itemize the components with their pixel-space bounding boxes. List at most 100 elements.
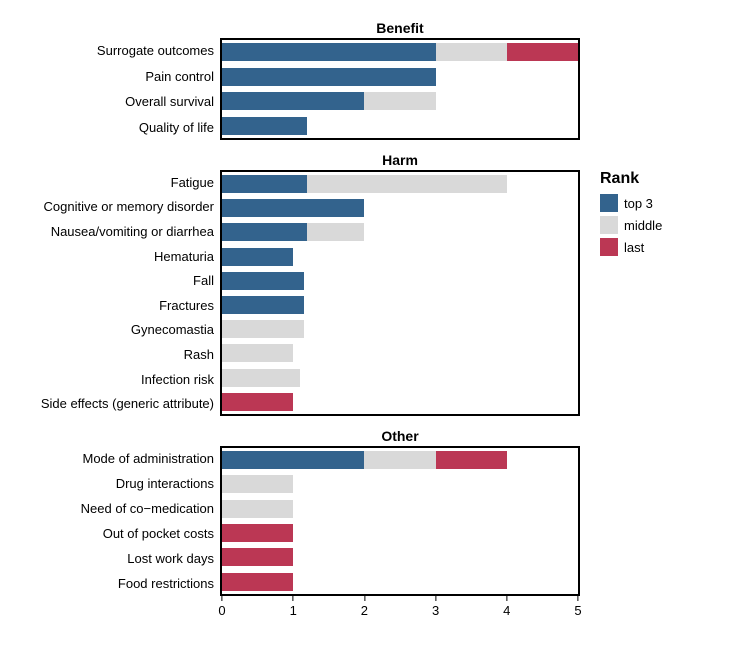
chart-container: BenefitSurrogate outcomes Pain control Ove… xyxy=(20,20,733,632)
y-axis-label: Food restrictions xyxy=(20,577,220,590)
x-tick-mark xyxy=(577,596,578,601)
bar-segment xyxy=(307,175,506,193)
x-tick-label: 2 xyxy=(361,603,368,618)
plot-area xyxy=(220,446,580,596)
bar-segment xyxy=(222,344,293,362)
x-tick-label: 1 xyxy=(290,603,297,618)
bar-row xyxy=(222,475,578,493)
legend-label: top 3 xyxy=(624,196,653,211)
panel: HarmFatigue Cognitive or memory disorder N… xyxy=(20,152,580,416)
bar-segment xyxy=(222,369,300,387)
panel-title: Harm xyxy=(220,152,580,168)
panel-title: Other xyxy=(220,428,580,444)
bar-row xyxy=(222,43,578,61)
bar-row xyxy=(222,500,578,518)
y-axis-label: Pain control xyxy=(20,70,220,83)
x-tick-label: 5 xyxy=(574,603,581,618)
bar-row xyxy=(222,272,578,290)
plot-area xyxy=(220,170,580,416)
plot-row: Mode of administrationDrug interactionsN… xyxy=(20,446,580,596)
y-axis-label: Out of pocket costs xyxy=(20,527,220,540)
legend-items: top 3 middle last xyxy=(600,194,662,256)
legend-swatch xyxy=(600,238,618,256)
y-axis-label: Infection risk xyxy=(20,373,220,386)
bar-segment xyxy=(222,548,293,566)
y-axis-labels: Fatigue Cognitive or memory disorder Nause… xyxy=(20,170,220,416)
bar-segment xyxy=(507,43,578,61)
x-tick-label: 3 xyxy=(432,603,439,618)
y-axis-label: Gynecomastia xyxy=(20,323,220,336)
y-axis-label: Quality of life xyxy=(20,121,220,134)
legend-swatch xyxy=(600,194,618,212)
bar-segment xyxy=(222,43,436,61)
x-tick-mark xyxy=(221,596,222,601)
bar-segment xyxy=(222,117,307,135)
x-tick-mark xyxy=(506,596,507,601)
bar-segment xyxy=(436,43,507,61)
bar-row xyxy=(222,393,578,411)
bar-segment xyxy=(222,272,304,290)
legend-title: Rank xyxy=(600,170,662,188)
x-tick: 1 xyxy=(290,596,297,618)
legend-item: middle xyxy=(600,216,662,234)
bar-row xyxy=(222,199,578,217)
legend-label: last xyxy=(624,240,644,255)
bar-segment xyxy=(436,451,507,469)
legend-item: top 3 xyxy=(600,194,662,212)
legend-label: middle xyxy=(624,218,662,233)
x-tick-mark xyxy=(435,596,436,601)
bar-segment xyxy=(222,199,364,217)
plot-row: Fatigue Cognitive or memory disorder Nause… xyxy=(20,170,580,416)
y-axis-label: Hematuria xyxy=(20,250,220,263)
y-axis-label: Side effects (generic attribute) xyxy=(20,397,220,410)
bars-container xyxy=(222,448,578,594)
bar-segment xyxy=(364,92,435,110)
x-tick: 0 xyxy=(218,596,225,618)
bar-segment xyxy=(222,500,293,518)
bar-row xyxy=(222,369,578,387)
x-tick: 2 xyxy=(361,596,368,618)
y-axis-label: Fractures xyxy=(20,299,220,312)
panel: BenefitSurrogate outcomes Pain control Ove… xyxy=(20,20,580,140)
bar-row xyxy=(222,296,578,314)
bar-row xyxy=(222,573,578,591)
x-tick-mark xyxy=(364,596,365,601)
bar-segment xyxy=(222,296,304,314)
y-axis-label: Nausea/vomiting or diarrhea xyxy=(20,225,220,238)
bar-segment xyxy=(222,175,307,193)
plot-area xyxy=(220,38,580,140)
bar-row xyxy=(222,68,578,86)
y-axis-label: Fatigue xyxy=(20,176,220,189)
legend-item: last xyxy=(600,238,662,256)
x-tick: 5 xyxy=(574,596,581,618)
bars-container xyxy=(222,172,578,414)
panel-title: Benefit xyxy=(220,20,580,36)
bar-segment xyxy=(222,451,364,469)
bar-row xyxy=(222,248,578,266)
bar-segment xyxy=(222,393,293,411)
y-axis-label: Mode of administration xyxy=(20,452,220,465)
bar-segment xyxy=(222,524,293,542)
y-axis-label: Fall xyxy=(20,274,220,287)
bar-row xyxy=(222,223,578,241)
y-axis-label: Drug interactions xyxy=(20,477,220,490)
bar-row xyxy=(222,117,578,135)
bar-row xyxy=(222,344,578,362)
bar-segment xyxy=(222,223,307,241)
x-axis: 0 1 2 3 4 5 xyxy=(220,596,580,620)
x-tick-mark xyxy=(293,596,294,601)
bar-segment xyxy=(307,223,364,241)
x-tick-label: 4 xyxy=(503,603,510,618)
panels-column: BenefitSurrogate outcomes Pain control Ove… xyxy=(20,20,580,632)
legend: Rank top 3 middle last xyxy=(600,170,662,260)
x-tick: 3 xyxy=(432,596,439,618)
y-axis-label: Surrogate outcomes xyxy=(20,44,220,57)
bar-segment xyxy=(222,92,364,110)
bar-row xyxy=(222,92,578,110)
x-tick-label: 0 xyxy=(218,603,225,618)
y-axis-label: Overall survival xyxy=(20,95,220,108)
bar-segment xyxy=(364,451,435,469)
y-axis-label: Cognitive or memory disorder xyxy=(20,200,220,213)
bar-segment xyxy=(222,475,293,493)
bar-segment xyxy=(222,320,304,338)
